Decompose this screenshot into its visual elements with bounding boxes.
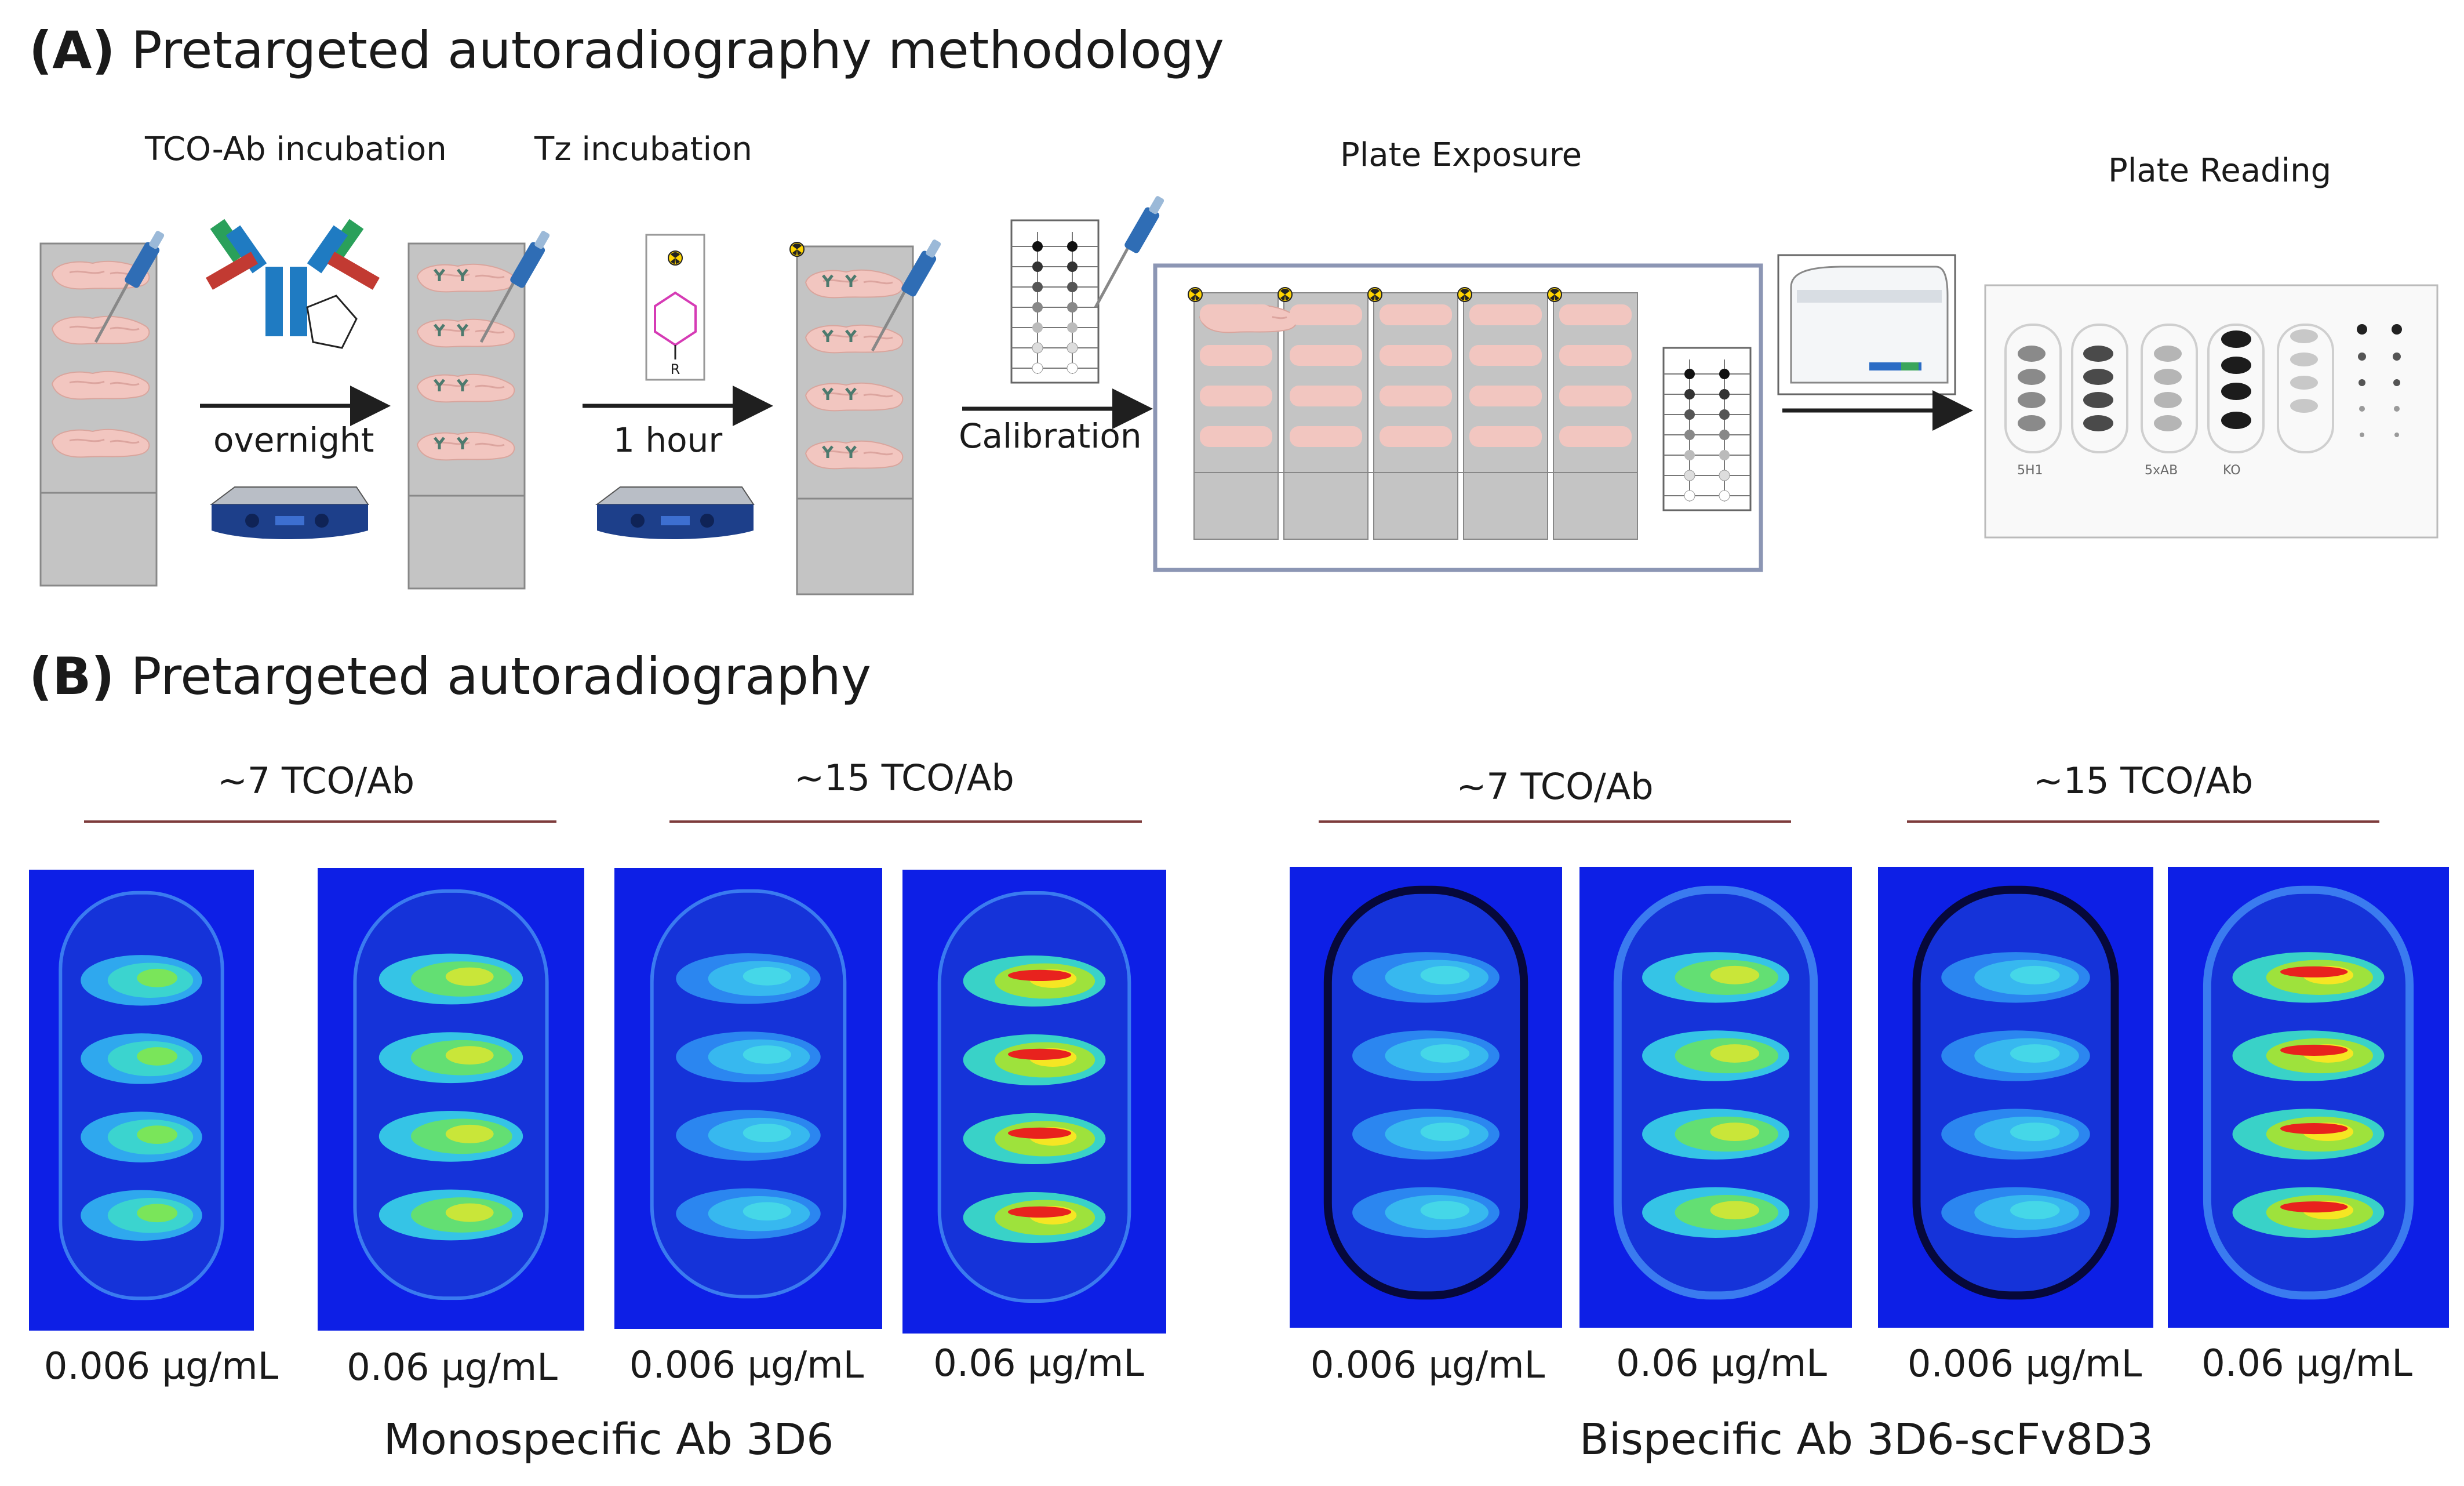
autorad-slice-hotspot	[137, 1047, 178, 1066]
step-label-plate-reading: Plate Reading	[2108, 152, 2332, 190]
film-label-1: 5H1	[2017, 463, 2043, 478]
group-label-mono-15: ~15 TCO/Ab	[794, 757, 1014, 799]
concentration-label-7: 0.006 μg/mL	[1907, 1343, 2142, 1386]
slide-3-icon	[789, 239, 942, 595]
autorad-slice-hotspot	[445, 1124, 494, 1143]
panel-a-heading: (A) Pretargeted autoradiography methodol…	[29, 20, 1224, 80]
panel-b-letter: (B)	[29, 646, 115, 706]
autorad-slice-peak	[1008, 969, 1072, 981]
autorad-slice-hotspot	[2010, 965, 2060, 984]
film-label-2: 5xAB	[2145, 463, 2178, 478]
concentration-label-6: 0.06 μg/mL	[1616, 1342, 1827, 1385]
autorad-slice-hotspot	[743, 1124, 791, 1143]
arrow-label-calibration: Calibration	[959, 416, 1142, 456]
autorad-image-8	[2168, 867, 2449, 1328]
group-rule-mono-15	[669, 820, 1142, 823]
panel-b-heading: (B) Pretargeted autoradiography	[29, 646, 871, 706]
autorad-slice-hotspot	[1420, 1044, 1470, 1063]
arrow-label-overnight: overnight	[213, 420, 374, 460]
autorad-slice-hotspot	[1420, 1201, 1470, 1220]
autorad-image-6	[1579, 867, 1852, 1328]
autorad-slice-peak	[1008, 1127, 1072, 1139]
autorad-slice-hotspot	[2010, 1044, 2060, 1063]
autorad-image-5	[1290, 867, 1562, 1328]
concentration-label-1: 0.006 μg/mL	[43, 1345, 279, 1388]
concentration-label-8: 0.06 μg/mL	[2201, 1342, 2412, 1385]
autorad-slice-peak	[2280, 1123, 2348, 1135]
autorad-slice-peak	[2280, 1044, 2348, 1056]
autorad-slice-hotspot	[445, 967, 494, 986]
autorad-slice-hotspot	[1710, 1201, 1760, 1220]
slide-1-icon	[39, 230, 165, 587]
autorad-slice-hotspot	[2010, 1122, 2060, 1142]
autorad-image-7	[1878, 867, 2153, 1328]
concentration-label-3: 0.006 μg/mL	[629, 1344, 864, 1387]
autorad-slice-hotspot	[137, 1204, 178, 1223]
autorad-slice-hotspot	[743, 967, 791, 986]
autorad-slice-hotspot	[1710, 965, 1760, 984]
autorad-slice-hotspot	[137, 968, 178, 987]
group-rule-bi-7	[1319, 820, 1791, 823]
plate-exposure-frame	[1153, 263, 1763, 572]
slide-2-icon	[407, 230, 551, 590]
methodology-diagram: R	[39, 0, 2438, 595]
footer-bispecific: Bispecific Ab 3D6-scFv8D3	[1579, 1415, 2154, 1465]
plate-reader-icon	[1777, 254, 1956, 395]
autorad-slice-hotspot	[445, 1046, 494, 1065]
group-label-bi-7: ~7 TCO/Ab	[1456, 765, 1654, 808]
autorad-image-4	[902, 870, 1166, 1334]
autorad-slice-peak	[1008, 1206, 1072, 1218]
tetrazine-structure-icon: R	[645, 234, 705, 381]
tetrazine-r-label: R	[671, 361, 680, 377]
autorad-slice-peak	[2280, 966, 2348, 978]
autorad-slice-peak	[1008, 1048, 1072, 1060]
autorad-slice-hotspot	[445, 1203, 494, 1222]
step-label-tco-ab-incubation: TCO-Ab incubation	[145, 130, 447, 168]
group-rule-mono-7	[84, 820, 556, 823]
group-label-mono-7: ~7 TCO/Ab	[217, 760, 415, 802]
autorad-image-1	[29, 870, 254, 1331]
autorad-slice-hotspot	[1420, 1122, 1470, 1142]
panel-b-title: Pretargeted autoradiography	[130, 646, 871, 706]
panel-a-title: Pretargeted autoradiography methodology	[131, 20, 1224, 80]
autorad-slice-hotspot	[1710, 1044, 1760, 1063]
autorad-slice-hotspot	[2010, 1201, 2060, 1220]
group-rule-bi-15	[1907, 820, 2379, 823]
concentration-label-4: 0.06 μg/mL	[933, 1342, 1144, 1385]
autorad-slice-hotspot	[137, 1125, 178, 1145]
concentration-label-5: 0.006 μg/mL	[1310, 1344, 1545, 1387]
antibody-icon	[206, 219, 380, 349]
autorad-image-2	[318, 868, 584, 1331]
step-label-plate-exposure: Plate Exposure	[1340, 136, 1582, 174]
arrow-label-1-hour: 1 hour	[613, 420, 723, 460]
autorad-slice-hotspot	[1420, 965, 1470, 984]
autorad-image-3	[614, 868, 882, 1329]
step-label-tz-incubation: Tz incubation	[534, 130, 752, 168]
autorad-slice-hotspot	[743, 1045, 791, 1064]
plate-reading-film: 5H1 5xAB KO	[1984, 284, 2438, 539]
concentration-label-2: 0.06 μg/mL	[347, 1346, 558, 1389]
autorad-slice-hotspot	[1710, 1122, 1760, 1142]
group-label-bi-15: ~15 TCO/Ab	[2033, 760, 2254, 802]
footer-monospecific: Monospecific Ab 3D6	[383, 1415, 834, 1465]
autorad-slice-hotspot	[743, 1202, 791, 1221]
film-label-3: KO	[2223, 463, 2241, 478]
panel-a-letter: (A)	[29, 20, 115, 80]
autorad-slice-peak	[2280, 1201, 2348, 1213]
